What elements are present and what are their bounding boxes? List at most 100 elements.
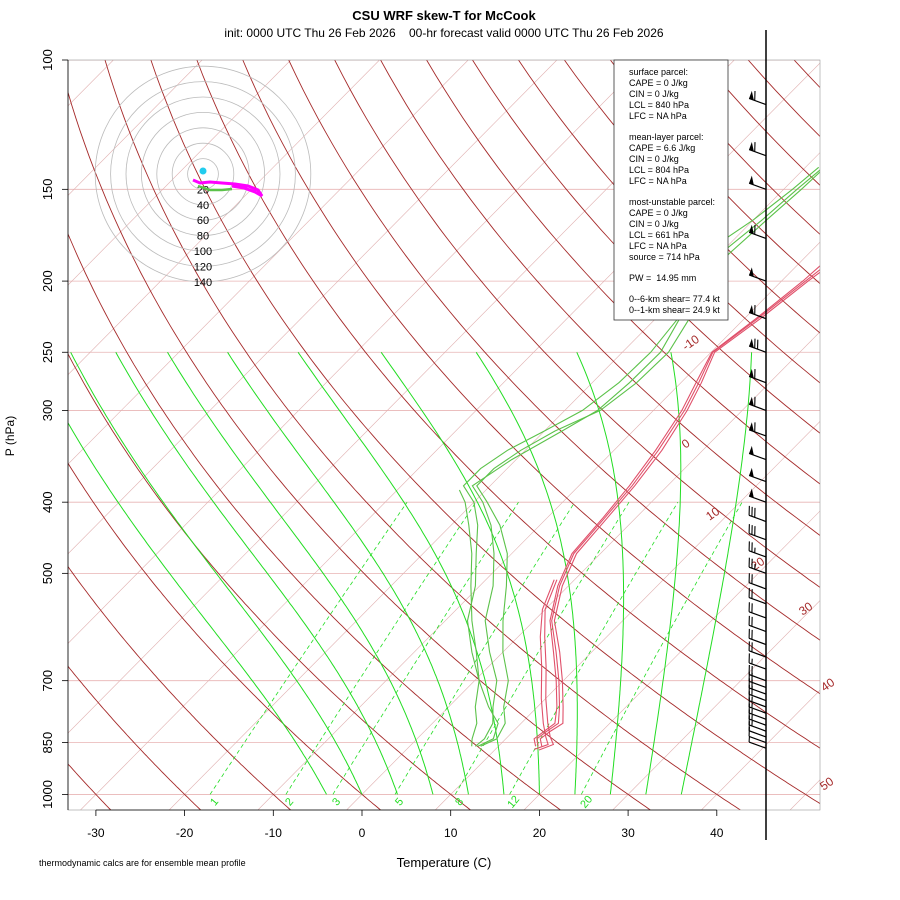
temperature-profile — [538, 579, 558, 751]
surface-lcl: LCL = 840 hPa — [629, 100, 689, 110]
wind-barb — [748, 641, 767, 658]
dry-adiabat-label: 30 — [796, 599, 815, 618]
wind-barb — [748, 736, 767, 749]
most-unstable-lfc: LFC = NA hPa — [629, 241, 687, 251]
most-unstable-cape: CAPE = 0 J/kg — [629, 208, 688, 218]
dry-adiabat — [68, 462, 381, 810]
wind-barb — [748, 524, 767, 541]
temperature-axis: -30 -20 -10 0 10 20 30 40 — [87, 809, 724, 840]
hodograph-ring-label: 100 — [194, 246, 212, 258]
dry-adiabat — [150, 60, 820, 805]
pressure-tick-label: 850 — [40, 732, 55, 754]
temperature-tick-label: 10 — [444, 826, 458, 840]
dewpoint-profile — [458, 489, 480, 747]
moist-adiabat — [227, 352, 469, 795]
dry-adiabat-label: 40 — [818, 675, 837, 694]
mean-layer-cape: CAPE = 6.6 J/kg — [629, 143, 695, 153]
moist-adiabat — [645, 352, 682, 795]
hodograph-ring — [94, 65, 312, 283]
dry-adiabat — [840, 60, 900, 810]
moist-adiabat — [680, 352, 753, 795]
temperature-profile — [534, 579, 555, 750]
wind-barb — [748, 505, 767, 523]
mixing-ratio-label: 1 — [208, 796, 221, 808]
isotherm-line — [68, 60, 558, 555]
mixing-ratio-label: 12 — [505, 794, 522, 811]
wind-barb — [748, 396, 767, 411]
pressure-tick-label: 250 — [40, 341, 55, 363]
wind-barb — [748, 142, 767, 157]
pressure-tick-label: 150 — [40, 178, 55, 200]
surface-parcel-header: surface parcel: — [629, 67, 688, 77]
pressure-tick-label: 100 — [40, 49, 55, 71]
isotherm-line — [879, 60, 900, 810]
moist-adiabat — [576, 352, 625, 795]
dry-adiabat — [242, 60, 820, 695]
wind-barb — [748, 602, 767, 619]
wind-barb — [748, 488, 767, 503]
dry-adiabat — [68, 665, 202, 810]
hodograph-trace — [192, 178, 264, 198]
isotherm-line — [68, 60, 203, 196]
precipitable-water: PW = 14.95 mm — [629, 273, 696, 283]
most-unstable-source: source = 714 hPa — [629, 252, 700, 262]
most-unstable-header: most-unstable parcel: — [629, 197, 715, 207]
moist-adiabat — [475, 352, 578, 795]
temperature-tick-label: -20 — [176, 826, 194, 840]
mixing-ratio-label: 3 — [330, 796, 343, 808]
hodograph-ring — [140, 112, 265, 236]
temperature-profile — [536, 269, 820, 747]
temperature-tick-label: -30 — [87, 826, 105, 840]
isotherm-line — [523, 510, 820, 810]
mean-layer-lfc: LFC = NA hPa — [629, 176, 687, 186]
pressure-tick-label: 1000 — [40, 780, 55, 809]
temperature-tick-label: 40 — [710, 826, 724, 840]
chart-title: CSU WRF skew-T for McCook — [352, 8, 536, 23]
hodograph-ring-label: 80 — [197, 231, 209, 243]
hodograph-trace-low — [197, 184, 233, 192]
hodograph-ring — [156, 127, 250, 221]
dry-adiabat — [472, 60, 820, 434]
isotherm-line — [68, 60, 114, 107]
moist-adiabat — [380, 352, 540, 795]
parcel-info-box: surface parcel: CAPE = 0 J/kg CIN = 0 J/… — [613, 59, 729, 321]
dry-adiabat — [288, 60, 820, 641]
svg-text:surface parcel: CAPE = 0: surface parcel: CAPE = 0 J/kg CIN = 0 J/… — [629, 67, 722, 315]
moist-adiabat — [70, 352, 363, 795]
dry-adiabat — [196, 60, 820, 749]
isotherm-line — [257, 241, 820, 810]
dry-adiabat-label: -10 — [680, 332, 703, 354]
wind-barb — [748, 573, 767, 590]
wind-barb — [748, 653, 767, 670]
dry-adiabat — [426, 60, 820, 485]
temperature-tick-label: -10 — [265, 826, 283, 840]
dry-adiabat — [380, 60, 820, 536]
dry-adiabat — [747, 60, 820, 137]
dry-adiabat — [793, 60, 820, 89]
mean-layer-cin: CIN = 0 J/kg — [629, 154, 679, 164]
pressure-tick-label: 200 — [40, 270, 55, 292]
wind-barb — [748, 615, 767, 633]
mixing-ratio-line — [394, 501, 576, 795]
wind-barb — [748, 628, 767, 646]
y-axis-title: P (hPa) — [3, 416, 17, 456]
dry-adiabat-label: 10 — [703, 504, 722, 523]
dry-adiabat — [68, 353, 471, 810]
wind-barb — [748, 304, 767, 320]
temperature-tick-label: 30 — [621, 826, 635, 840]
isotherm-line — [346, 331, 820, 810]
wind-barb — [748, 422, 767, 437]
dry-adiabat — [334, 60, 820, 588]
mixing-ratio-label: 5 — [393, 796, 406, 808]
pressure-tick-label: 400 — [40, 491, 55, 513]
pressure-tick-label: 300 — [40, 400, 55, 422]
hodograph-storm-marker — [199, 167, 207, 175]
mean-layer-header: mean-layer parcel: — [629, 132, 704, 142]
hodograph-ring-label: 40 — [197, 200, 209, 212]
wind-barb — [748, 175, 767, 190]
pressure-tick-label: 700 — [40, 670, 55, 692]
temperature-profile — [539, 271, 820, 747]
shear-0-6km: 0--6-km shear= 77.4 kt — [629, 294, 720, 304]
